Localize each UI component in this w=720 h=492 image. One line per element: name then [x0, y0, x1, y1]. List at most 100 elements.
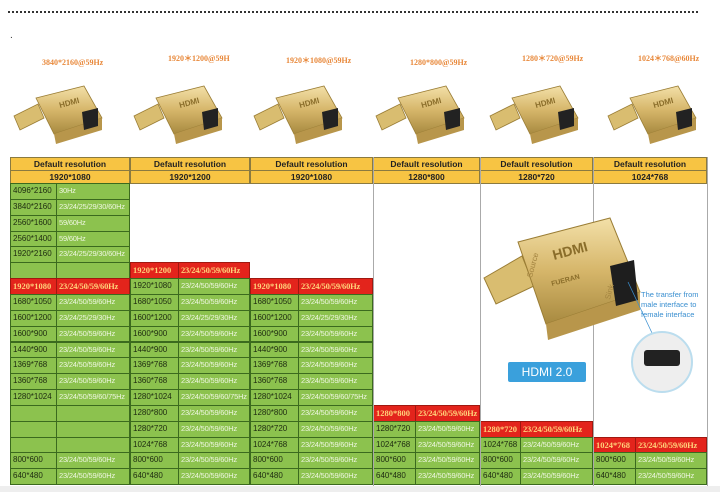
resolution-cell: 1280*720	[373, 420, 416, 438]
resolution-cell: 1360*768	[130, 373, 179, 391]
refresh-rate-cell: 23/24/50/59/60Hz	[415, 404, 480, 422]
resolution-cell: 1024*768	[130, 436, 179, 454]
resolution-cell: 1280*720	[250, 420, 299, 438]
refresh-rate-cell: 23/24/50/59/60Hz	[298, 325, 373, 343]
refresh-rate-cell: 23/24/50/59/60Hz	[415, 436, 480, 454]
resolution-cell: 1600*1200	[250, 309, 299, 327]
refresh-rate-cell: 23/24/50/59/60Hz	[298, 452, 373, 470]
resolution-cell: 3840*2160	[10, 198, 57, 216]
refresh-rate-cell: 23/24/50/59/60/75Hz	[56, 389, 130, 406]
header-default-value: 1280*800	[373, 170, 480, 184]
refresh-rate-cell	[56, 436, 130, 454]
refresh-rate-cell: 23/24/50/59/60Hz	[415, 452, 480, 470]
refresh-rate-cell	[56, 420, 130, 438]
refresh-rate-cell: 23/24/50/59/60Hz	[298, 420, 373, 438]
resolution-cell: 1280*720	[480, 420, 521, 438]
resolution-cell: 1600*1200	[130, 309, 179, 327]
refresh-rate-cell: 23/24/50/59/60Hz	[178, 452, 250, 470]
header-default-resolution: Default resolution	[593, 157, 707, 171]
hdmi-adapter-image	[604, 78, 704, 148]
refresh-rate-cell: 23/24/50/59/60Hz	[415, 468, 480, 486]
resolution-cell	[10, 262, 57, 280]
refresh-rate-cell: 30Hz	[56, 183, 130, 200]
refresh-rate-cell: 23/24/25/29/30Hz	[56, 309, 130, 327]
refresh-rate-cell: 23/24/50/59/60Hz	[415, 420, 480, 438]
hdmi-adapter-large-image: HDMI FUERAN Source Sink	[483, 217, 693, 393]
refresh-rate-cell	[56, 262, 130, 280]
resolution-cell: 1024*768	[593, 436, 636, 454]
resolution-cell: 800*600	[373, 452, 416, 470]
refresh-rate-cell: 23/24/50/59/60Hz	[298, 341, 373, 359]
refresh-rate-cell: 23/24/50/59/60Hz	[635, 436, 707, 454]
refresh-rate-cell: 23/24/50/59/60Hz	[56, 278, 130, 295]
refresh-rate-cell: 23/24/50/59/60Hz	[56, 341, 130, 359]
resolution-cell: 1280*1024	[10, 389, 57, 406]
header-default-value: 1280*720	[480, 170, 593, 184]
resolution-cell: 1280*1024	[250, 389, 299, 406]
resolution-cell: 1369*768	[130, 357, 179, 375]
resolution-cell: 1024*768	[480, 436, 521, 454]
resolution-cell: 640*480	[593, 468, 636, 486]
refresh-rate-cell: 23/24/25/29/30Hz	[298, 309, 373, 327]
resolution-cell: 800*600	[130, 452, 179, 470]
refresh-rate-cell: 59/60Hz	[56, 230, 130, 248]
sink-label: Sink	[603, 282, 616, 300]
resolution-cell: 1680*1050	[10, 293, 57, 311]
refresh-rate-cell: 23/24/25/29/30Hz	[178, 309, 250, 327]
resolution-cell: 1600*1200	[10, 309, 57, 327]
hdmi-adapter-image	[486, 78, 586, 148]
refresh-rate-cell: 23/24/50/59/60Hz	[178, 325, 250, 343]
hdmi-adapter-image	[10, 78, 110, 148]
refresh-rate-cell: 23/24/50/59/60Hz	[56, 373, 130, 391]
refresh-rate-cell: 23/24/50/59/60Hz	[635, 452, 707, 470]
resolution-cell: 1440*900	[130, 341, 179, 359]
refresh-rate-cell: 23/24/50/59/60Hz	[178, 293, 250, 311]
refresh-rate-cell: 23/24/50/59/60Hz	[520, 436, 593, 454]
refresh-rate-cell: 23/24/50/59/60Hz	[178, 404, 250, 422]
resolution-cell: 1280*800	[130, 404, 179, 422]
resolution-cell: 800*600	[250, 452, 299, 470]
refresh-rate-cell: 23/24/50/59/60Hz	[56, 452, 130, 470]
refresh-rate-cell: 23/24/50/59/60Hz	[178, 420, 250, 438]
refresh-rate-cell	[56, 404, 130, 422]
resolution-cell: 1920*1080	[10, 278, 57, 295]
header-default-value: 1024*768	[593, 170, 707, 184]
refresh-rate-cell: 23/24/50/59/60Hz	[178, 373, 250, 391]
resolution-cell: 1360*768	[10, 373, 57, 391]
refresh-rate-cell: 23/24/50/59/60Hz	[298, 404, 373, 422]
refresh-rate-cell: 23/24/50/59/60Hz	[298, 373, 373, 391]
product-title: 1920＊1080@59Hz	[286, 56, 352, 65]
resolution-cell: 1280*1024	[130, 389, 179, 406]
refresh-rate-cell: 23/24/50/59/60Hz	[178, 436, 250, 454]
dotted-divider	[8, 11, 698, 13]
refresh-rate-cell: 23/24/50/59/60Hz	[178, 468, 250, 486]
resolution-cell: 800*600	[593, 452, 636, 470]
refresh-rate-cell: 23/24/50/59/60Hz	[56, 468, 130, 486]
refresh-rate-cell: 23/24/50/59/60Hz	[178, 262, 250, 280]
refresh-rate-cell: 23/24/25/29/30/60Hz	[56, 246, 130, 264]
product-title: 1920＊1200@59H	[168, 54, 230, 63]
callout-text: The transfer from male interface to fema…	[641, 290, 699, 319]
resolution-cell: 1920*1200	[130, 262, 179, 280]
header-default-value: 1920*1200	[130, 170, 250, 184]
resolution-cell: 1920*2160	[10, 246, 57, 264]
resolution-cell: 1600*900	[250, 325, 299, 343]
resolution-cell: 2560*1600	[10, 214, 57, 232]
hdmi-version-badge: HDMI 2.0	[508, 362, 586, 382]
resolution-cell: 640*480	[10, 468, 57, 486]
resolution-cell: 1024*768	[250, 436, 299, 454]
resolution-cell: 1024*768	[373, 436, 416, 454]
refresh-rate-cell: 23/24/50/59/60Hz	[298, 436, 373, 454]
top-mark: .	[10, 30, 13, 41]
resolution-cell: 1369*768	[250, 357, 299, 375]
header-default-resolution: Default resolution	[250, 157, 373, 171]
resolution-cell: 1680*1050	[130, 293, 179, 311]
resolution-cell	[10, 436, 57, 454]
refresh-rate-cell: 23/24/50/59/60Hz	[56, 357, 130, 375]
resolution-cell: 1600*900	[130, 325, 179, 343]
product-title: 1280*800@59Hz	[410, 58, 468, 67]
resolution-cell: 1280*800	[250, 404, 299, 422]
resolution-cell: 640*480	[250, 468, 299, 486]
resolution-cell: 1360*768	[250, 373, 299, 391]
resolution-cell: 4096*2160	[10, 183, 57, 200]
